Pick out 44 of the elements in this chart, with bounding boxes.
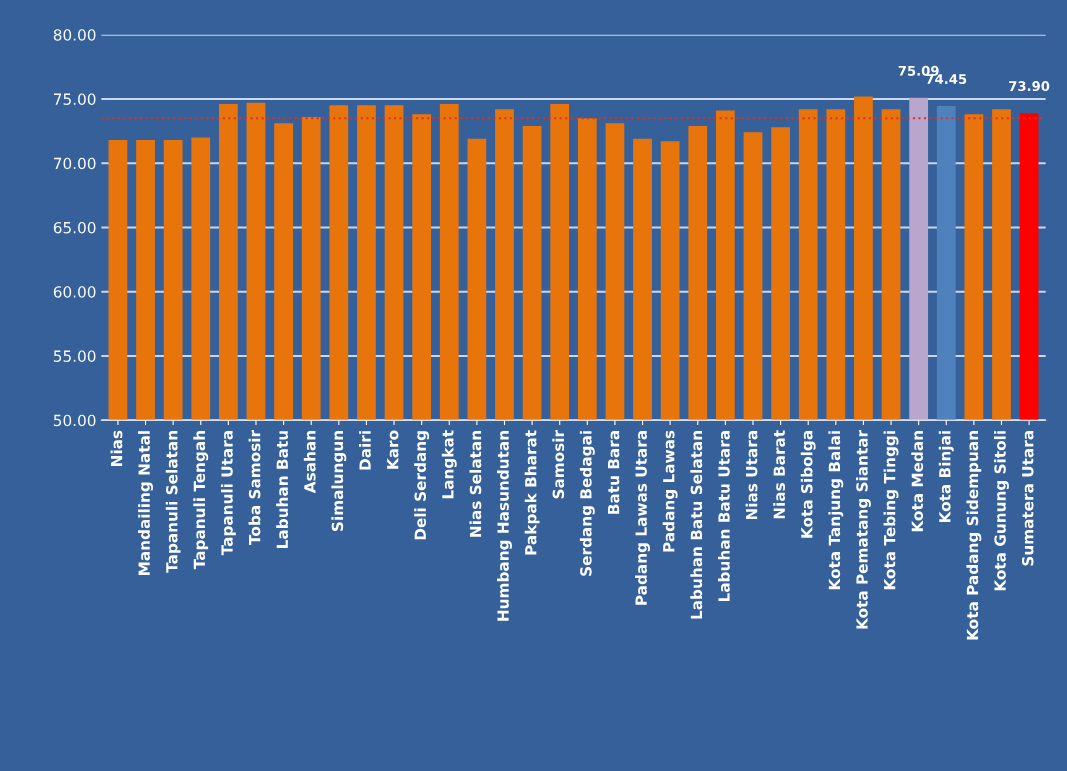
data-label: 73.90 [1009,81,1050,92]
x-tick-label: Langkat [441,430,457,499]
y-tick-label: 55.00 [53,350,96,362]
y-tick-label: 50.00 [53,414,96,427]
data-label: 75.09 [898,65,939,76]
x-tick-label: Nias [110,430,123,466]
x-tick-label: Serdang Bedagai [579,431,595,576]
x-tick-label: Tapanuli Tengah [193,431,209,570]
x-tick-label: Asahan [303,431,316,494]
x-tick-label: Batu Bara [608,431,620,514]
y-tick-label: 75.00 [54,93,96,105]
x-tick-label: Nias Utara [745,431,758,520]
x-tick-label: Samosir [552,429,565,499]
x-tick-label: Dairi [359,431,371,470]
x-tick-label: Kota Tanjung Balai [828,431,844,590]
x-tick-label: Nias Selatan [469,431,482,537]
x-tick-label: Deli Serdang [414,431,430,540]
y-tick-label: 60.00 [53,286,96,298]
x-tick-label: Kota Gunung Sitoli [994,431,1009,591]
x-tick-label: Pakpak Bharat [524,430,540,555]
x-tick-label: Kota Tebing Tinggi [883,431,899,590]
x-tick-label: Sumatera Utara [1021,431,1034,566]
y-tick-label: 80.00 [53,29,96,41]
x-tick-label: Labuhan Batu Selatan [690,431,703,619]
x-tick-label: Padang Lawas Utara [635,431,650,605]
x-tick-label: Tapanuli Selatan [165,431,181,573]
x-tick-label: Labuhan Batu Utara [717,431,730,602]
x-tick-label: Karo [387,430,399,469]
x-tick-label: Tapanuli Utara [220,431,236,556]
x-tick-label: Kota Binjai [938,431,954,523]
x-tick-label: Kota Sibolga [800,431,816,538]
x-tick-label: Simalungun [331,431,347,531]
x-tick-label: Labuhan Batu [276,431,289,548]
x-tick-label: Nias Barat [773,430,786,519]
x-tick-label: Padang Lawas [662,430,678,552]
x-tick-label: Humbang Hasundutan [497,431,512,621]
x-tick-label: Toba Samosir [248,429,261,545]
data-label: 74.45 [926,74,967,85]
x-tick-label: Kota Medan [911,431,924,532]
y-tick-label: 65.00 [53,221,96,234]
y-tick-label: 70.00 [54,157,96,170]
x-tick-label: Kota Padang Sidempuan [966,431,982,640]
x-tick-label: Mandailing Natal [138,431,153,575]
x-tick-label: Kota Pematang Siantar [855,429,871,629]
